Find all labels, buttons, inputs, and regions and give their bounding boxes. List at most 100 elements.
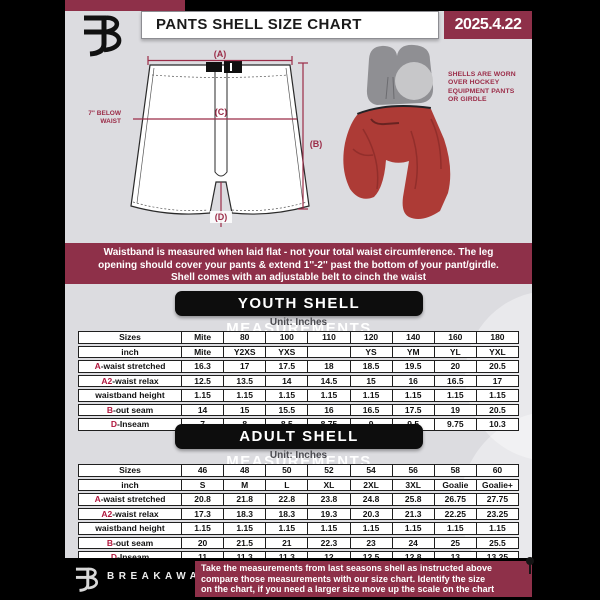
cell-value: 16.5 bbox=[434, 374, 477, 387]
cell-value: YXS bbox=[266, 345, 309, 358]
cell-value: 18.5 bbox=[350, 360, 393, 373]
row-label: Sizes bbox=[78, 464, 182, 477]
cell-value: S bbox=[182, 478, 225, 491]
cell-value: 16 bbox=[392, 374, 435, 387]
cell-value: 1.15 bbox=[350, 389, 393, 402]
cell-value: 23 bbox=[350, 536, 393, 549]
pushpin-icon bbox=[526, 557, 534, 574]
cell-value: 1.15 bbox=[476, 522, 519, 535]
cell-value: 20.5 bbox=[476, 403, 519, 416]
shorts-outline bbox=[130, 64, 310, 215]
cell-value: XL bbox=[308, 478, 351, 491]
shell-photo bbox=[343, 44, 451, 219]
breakaway-logo-icon bbox=[84, 15, 122, 57]
below-waist-note: 7" BELOW WAIST bbox=[88, 110, 121, 125]
cell-value: 46 bbox=[182, 464, 225, 477]
row-label: A-waist stretched bbox=[78, 360, 182, 373]
cell-value bbox=[308, 345, 351, 358]
cell-value: 56 bbox=[392, 464, 435, 477]
row-label: waistband height bbox=[78, 522, 182, 535]
cell-value: 14 bbox=[182, 403, 225, 416]
cell-value: 12.8 bbox=[392, 551, 435, 558]
cell-value: 11.3 bbox=[266, 551, 309, 558]
row-label: A-waist stretched bbox=[78, 493, 182, 506]
youth-measurements-table: Sizes Mite 80 100 110 120 140 160 180 inch Mite Y2X… bbox=[78, 329, 519, 433]
cell-value: Y2XS bbox=[224, 345, 267, 358]
cell-value: 19 bbox=[434, 403, 477, 416]
table-row: B-out seam 14 15 15.5 16 16.5 17.5 19 20.5 bbox=[78, 403, 519, 416]
cell-value: 15 bbox=[224, 403, 267, 416]
cell-value: 14.5 bbox=[308, 374, 351, 387]
cell-value: 58 bbox=[434, 464, 477, 477]
row-label: B-out seam bbox=[78, 536, 182, 549]
cell-value: 1.15 bbox=[224, 389, 267, 402]
date-badge: 2025.4.22 bbox=[444, 11, 532, 39]
cell-value: 12 bbox=[308, 551, 351, 558]
cell-value: 140 bbox=[392, 331, 435, 344]
cell-value: 18 bbox=[308, 360, 351, 373]
cell-value: 11 bbox=[182, 551, 225, 558]
cell-value: 20 bbox=[434, 360, 477, 373]
cell-value: L bbox=[266, 478, 309, 491]
table-row: A2-waist relax 17.3 18.3 18.3 19.3 20.3 21.3 22… bbox=[78, 507, 519, 520]
cell-value: 23.8 bbox=[308, 493, 351, 506]
table-row: D-Inseam 11 11.3 11.3 12 12.5 12.8 13 13.25 bbox=[78, 551, 519, 558]
label-b: (B) bbox=[310, 139, 323, 149]
cell-value: 1.15 bbox=[266, 389, 309, 402]
cell-value: 100 bbox=[266, 331, 309, 344]
cell-value: 19.5 bbox=[392, 360, 435, 373]
brand-name: BREAKAWAY bbox=[107, 571, 212, 582]
row-label: waistband height bbox=[78, 389, 182, 402]
cell-value: 17 bbox=[476, 374, 519, 387]
row-label: D-Inseam bbox=[78, 551, 182, 558]
waistband-notice: Waistband is measured when laid flat - n… bbox=[65, 243, 532, 284]
cell-value: 15 bbox=[350, 374, 393, 387]
cell-value: YS bbox=[350, 345, 393, 358]
cell-value: 1.15 bbox=[182, 389, 225, 402]
cell-value: 21.8 bbox=[224, 493, 267, 506]
cell-value: Goalie bbox=[434, 478, 477, 491]
cell-value: 18.3 bbox=[266, 507, 309, 520]
table-row: A-waist stretched 20.8 21.8 22.8 23.8 24.8 25.… bbox=[78, 493, 519, 506]
cell-value: 9.75 bbox=[434, 418, 477, 431]
cell-value: 1.15 bbox=[182, 522, 225, 535]
cell-value: 11.3 bbox=[224, 551, 267, 558]
table-row: waistband height 1.15 1.15 1.15 1.15 1.15 1.15… bbox=[78, 522, 519, 535]
cell-value: 20.8 bbox=[182, 493, 225, 506]
cell-value: 17.5 bbox=[392, 403, 435, 416]
cell-value: 2XL bbox=[350, 478, 393, 491]
cell-value: 20.5 bbox=[476, 360, 519, 373]
cell-value: 21.5 bbox=[224, 536, 267, 549]
cell-value: 160 bbox=[434, 331, 477, 344]
cell-value: 1.15 bbox=[434, 522, 477, 535]
cell-value: 13.5 bbox=[224, 374, 267, 387]
table-row: A-waist stretched 16.3 17 17.5 18 18.5 19.5 20 2… bbox=[78, 360, 519, 373]
cell-value: 26.75 bbox=[434, 493, 477, 506]
label-c: (C) bbox=[215, 107, 228, 117]
cell-value: 24.8 bbox=[350, 493, 393, 506]
cell-value: 1.15 bbox=[392, 522, 435, 535]
cell-value: 180 bbox=[476, 331, 519, 344]
shell-note: SHELLS ARE WORN OVER HOCKEY EQUIPMENT PA… bbox=[448, 71, 516, 103]
footer: BREAKAWAY Take the measurements from las… bbox=[65, 558, 532, 600]
cell-value: 3XL bbox=[392, 478, 435, 491]
row-label: inch bbox=[78, 478, 182, 491]
cell-value: 27.75 bbox=[476, 493, 519, 506]
cell-value: 110 bbox=[308, 331, 351, 344]
cell-value: 1.15 bbox=[350, 522, 393, 535]
row-label: D-Inseam bbox=[78, 418, 182, 431]
cell-value: 16.3 bbox=[182, 360, 225, 373]
label-a: (A) bbox=[214, 49, 227, 59]
cell-value: Goalie+ bbox=[476, 478, 519, 491]
cell-value: 48 bbox=[224, 464, 267, 477]
cell-value: 25 bbox=[434, 536, 477, 549]
cell-value: 10.3 bbox=[476, 418, 519, 431]
cell-value: 120 bbox=[350, 331, 393, 344]
cell-value: 1.15 bbox=[308, 522, 351, 535]
youth-section-banner: YOUTH SHELL MEASUREMENTS bbox=[175, 291, 423, 337]
cell-value: 18.3 bbox=[224, 507, 267, 520]
cell-value: 22.8 bbox=[266, 493, 309, 506]
cell-value: 50 bbox=[266, 464, 309, 477]
adult-section-banner: ADULT SHELL MEASUREMENTS bbox=[175, 424, 423, 470]
